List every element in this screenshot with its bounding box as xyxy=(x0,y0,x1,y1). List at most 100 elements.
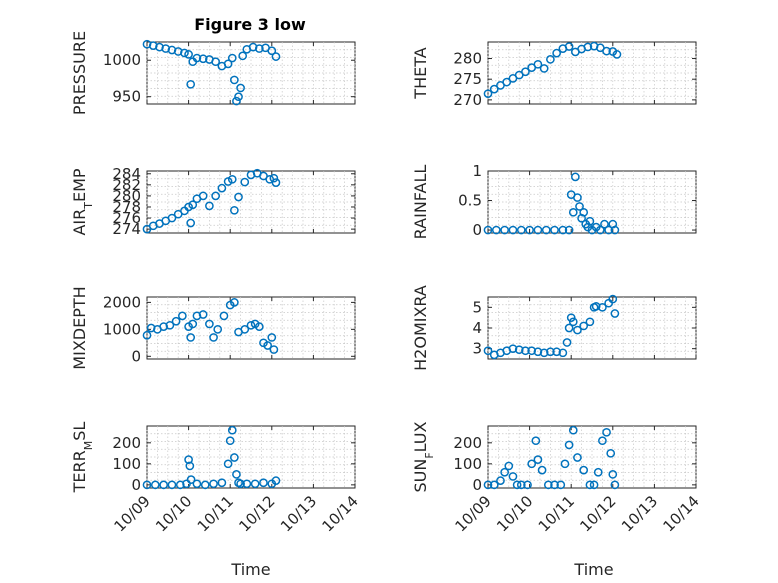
data-point xyxy=(612,50,622,59)
y-tick-label: 280 xyxy=(112,187,141,205)
data-point xyxy=(180,48,189,58)
data-point xyxy=(213,324,223,334)
data-point xyxy=(211,191,220,201)
data-point xyxy=(250,479,260,489)
y-tick-label: 0 xyxy=(131,476,141,494)
data-point xyxy=(564,323,574,333)
data-point xyxy=(269,173,279,183)
y-axis-label: TERRMSL xyxy=(70,422,95,494)
y-tick-label: 1000 xyxy=(103,51,141,69)
data-point xyxy=(571,172,580,182)
y-tick-label: 274 xyxy=(112,220,141,238)
data-point xyxy=(579,465,589,475)
data-point xyxy=(543,480,553,490)
axes-box xyxy=(487,170,697,234)
data-point xyxy=(192,53,202,63)
data-point xyxy=(198,54,208,64)
data-point xyxy=(483,346,493,356)
x-axis-label-right: Time xyxy=(573,560,613,579)
data-point xyxy=(184,50,193,59)
data-point xyxy=(500,225,509,235)
data-point xyxy=(556,480,566,490)
x-tick-label: 10/13 xyxy=(277,492,320,535)
y-tick-label: 270 xyxy=(453,91,482,109)
data-point xyxy=(167,480,177,490)
data-point xyxy=(483,89,493,99)
data-point xyxy=(558,225,568,235)
data-point xyxy=(575,202,584,211)
data-point xyxy=(550,480,559,490)
data-point xyxy=(573,193,582,202)
data-point xyxy=(236,83,245,93)
subplot-4: 0 0.5 1 RAINFALL xyxy=(411,162,697,239)
data-point xyxy=(217,478,227,488)
data-point xyxy=(171,316,181,326)
data-point xyxy=(150,480,160,490)
x-tick-label: 10/14 xyxy=(319,492,362,535)
y-axis-label: PRESSURE xyxy=(70,31,89,115)
data-point xyxy=(516,480,526,490)
y-tick-label: 276 xyxy=(112,209,141,227)
data-point xyxy=(236,479,245,489)
data-point xyxy=(227,174,237,184)
data-point xyxy=(598,302,607,312)
data-point xyxy=(546,55,555,64)
data-point xyxy=(589,480,599,490)
y-tick-label: 280 xyxy=(453,50,482,68)
data-point xyxy=(521,67,530,77)
subplot-1: 950 1000 PRESSURE xyxy=(70,31,356,115)
data-point xyxy=(225,436,235,446)
data-point xyxy=(602,46,611,56)
data-point xyxy=(184,202,193,212)
data-point xyxy=(269,345,279,354)
data-point xyxy=(267,333,277,342)
data-point xyxy=(198,310,208,319)
data-point xyxy=(523,480,532,490)
y-tick-label: 100 xyxy=(112,455,141,473)
data-point xyxy=(508,225,518,235)
data-point xyxy=(230,205,239,215)
data-point xyxy=(541,225,551,235)
data-point xyxy=(585,216,595,226)
data-point xyxy=(521,346,530,356)
data-point xyxy=(240,177,250,187)
data-point xyxy=(608,294,618,304)
axes-box xyxy=(487,425,697,489)
x-tick-label: 10/11 xyxy=(194,492,237,535)
data-point xyxy=(198,191,208,201)
y-tick-label: 0.5 xyxy=(458,192,482,210)
data-point xyxy=(610,225,620,235)
y-axis-label: H2OMIXRA xyxy=(411,285,430,371)
y-tick-label: 282 xyxy=(112,176,141,194)
data-point xyxy=(205,201,214,211)
y-tick-label: 100 xyxy=(453,455,482,473)
data-point xyxy=(186,218,196,228)
data-point xyxy=(591,301,601,311)
data-point xyxy=(142,480,152,490)
data-point xyxy=(159,480,168,490)
y-tick-label: 278 xyxy=(112,198,141,216)
data-point xyxy=(579,207,589,217)
data-point xyxy=(558,348,568,358)
figure-title: Figure 3 low xyxy=(194,15,306,34)
data-point xyxy=(504,461,514,471)
data-point xyxy=(533,59,543,69)
data-point xyxy=(232,96,241,106)
data-point xyxy=(602,427,611,437)
data-point xyxy=(188,319,198,329)
y-tick-label: 3 xyxy=(472,340,482,358)
y-tick-label: 200 xyxy=(453,434,482,452)
data-point xyxy=(593,467,603,477)
y-axis-label: MIXDEPTH xyxy=(70,286,89,369)
subplot-2: 270 275 280 THETA xyxy=(411,41,697,109)
data-point xyxy=(514,345,524,355)
subplot-6: 3 4 5 H2OMIXRA xyxy=(411,285,697,371)
y-tick-label: 0 xyxy=(472,221,482,239)
data-point xyxy=(240,324,250,334)
y-axis-label: SUNFLUX xyxy=(411,421,436,492)
data-point xyxy=(178,311,187,321)
data-point xyxy=(209,479,218,489)
data-point xyxy=(508,472,518,481)
data-point xyxy=(610,309,620,318)
